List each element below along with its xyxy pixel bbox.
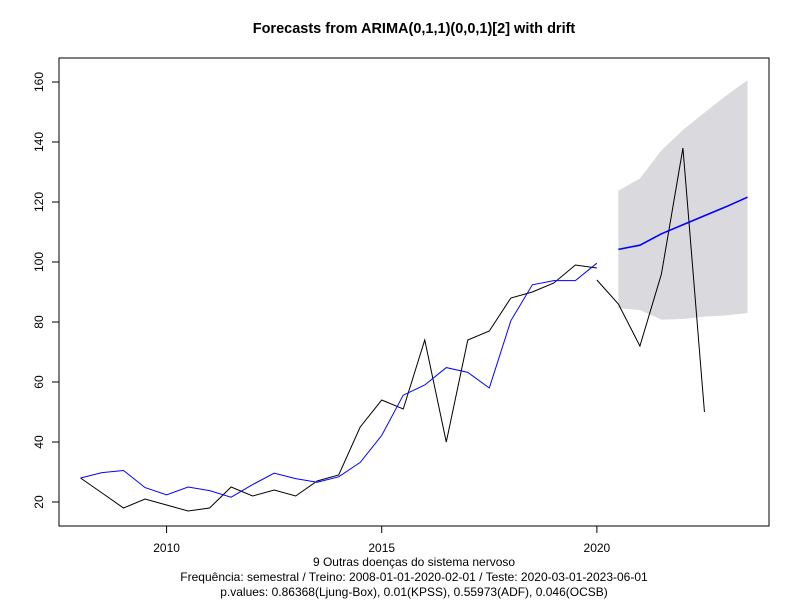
y-tick-label: 20 <box>32 495 46 509</box>
prediction-interval-band <box>618 80 748 320</box>
series-line-3 <box>596 147 705 413</box>
y-tick-label: 60 <box>32 375 46 389</box>
x-tick-label: 2020 <box>584 541 611 555</box>
y-tick-label: 160 <box>32 72 46 92</box>
y-tick-label: 100 <box>32 252 46 272</box>
series-line-1 <box>80 264 597 512</box>
chart-title: Forecasts from ARIMA(0,1,1)(0,0,1)[2] wi… <box>252 21 576 37</box>
chart-subtitle-2: Frequência: semestral / Treino: 2008-01-… <box>180 570 648 584</box>
y-tick-label: 140 <box>32 132 46 152</box>
chart-subtitle-3: p.values: 0.86368(Ljung-Box), 0.01(KPSS)… <box>220 585 608 599</box>
plot-frame <box>58 57 770 527</box>
y-tick-label: 40 <box>32 435 46 449</box>
chart-subtitle-1: 9 Outras doenças do sistema nervoso <box>312 555 516 569</box>
y-tick-label: 80 <box>32 315 46 329</box>
x-tick-label: 2010 <box>153 541 180 555</box>
y-tick-label: 120 <box>32 192 46 212</box>
x-tick-label: 2015 <box>368 541 395 555</box>
series-line-4 <box>618 196 748 251</box>
series-line-2 <box>80 262 598 498</box>
